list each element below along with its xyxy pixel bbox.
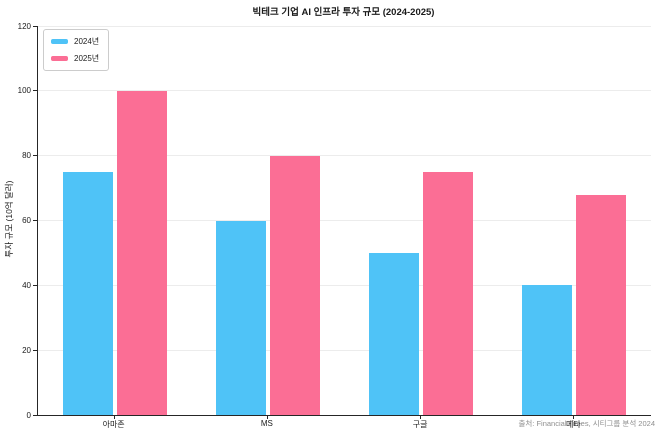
gridline-100 <box>38 90 651 92</box>
y-tick-label-40: 40 <box>22 280 31 290</box>
plot-area: 2024년 2025년 <box>37 25 651 416</box>
x-tick-label-아마존: 아마존 <box>102 420 125 429</box>
y-tick-mark-120 <box>33 25 37 27</box>
legend-label-2024년: 2024년 <box>74 37 100 46</box>
x-tick-label-메타: 메타 <box>566 420 581 429</box>
y-tick-label-60: 60 <box>22 216 31 225</box>
legend: 2024년 2025년 <box>43 29 110 71</box>
bar-2025년-구글 <box>423 171 474 415</box>
y-tick-mark-20 <box>33 349 37 351</box>
y-tick-label-120: 120 <box>17 21 31 31</box>
gridline-80 <box>38 155 651 157</box>
legend-label-2025년: 2025년 <box>74 54 100 63</box>
gridline-120 <box>38 25 651 27</box>
y-tick-mark-60 <box>33 220 37 221</box>
x-tick-mark-구글 <box>420 416 422 419</box>
bar-2024년-아마존 <box>62 171 113 415</box>
x-tick-label-MS: MS <box>260 419 273 428</box>
legend-swatch-icon-2024년 <box>51 39 68 44</box>
bar-2024년-구글 <box>369 252 420 415</box>
x-tick-label-구글: 구글 <box>412 420 428 429</box>
y-tick-label-20: 20 <box>22 345 31 355</box>
gridline-60 <box>38 220 651 221</box>
gridline-20 <box>38 349 651 351</box>
y-tick-label-100: 100 <box>17 86 31 96</box>
bar-2024년-메타 <box>522 285 573 415</box>
bar-2025년-아마존 <box>116 90 167 415</box>
source-note: 출처: Financial Times, 시티그룹 분석 2024 <box>518 419 656 428</box>
bar-2025년-메타 <box>576 194 627 415</box>
x-tick-mark-메타 <box>573 416 575 419</box>
bar-2025년-MS <box>269 155 320 415</box>
y-tick-label-0: 0 <box>26 410 31 420</box>
y-tick-label-80: 80 <box>22 151 31 161</box>
y-tick-mark-40 <box>33 284 37 286</box>
bar-2024년-MS <box>215 220 266 415</box>
legend-item-2025년: 2025년 <box>51 53 99 64</box>
y-tick-mark-100 <box>33 90 37 92</box>
x-tick-mark-아마존 <box>113 416 115 419</box>
x-tick-mark-MS <box>266 416 268 419</box>
chart-title: 빅테크 기업 AI 인프라 투자 규모 (2024-2025) <box>252 7 435 18</box>
y-tick-mark-80 <box>33 155 37 157</box>
y-tick-mark-0 <box>33 414 37 416</box>
legend-swatch-icon-2025년 <box>51 56 68 61</box>
gridline-40 <box>38 284 651 286</box>
legend-item-2024년: 2024년 <box>51 36 99 47</box>
